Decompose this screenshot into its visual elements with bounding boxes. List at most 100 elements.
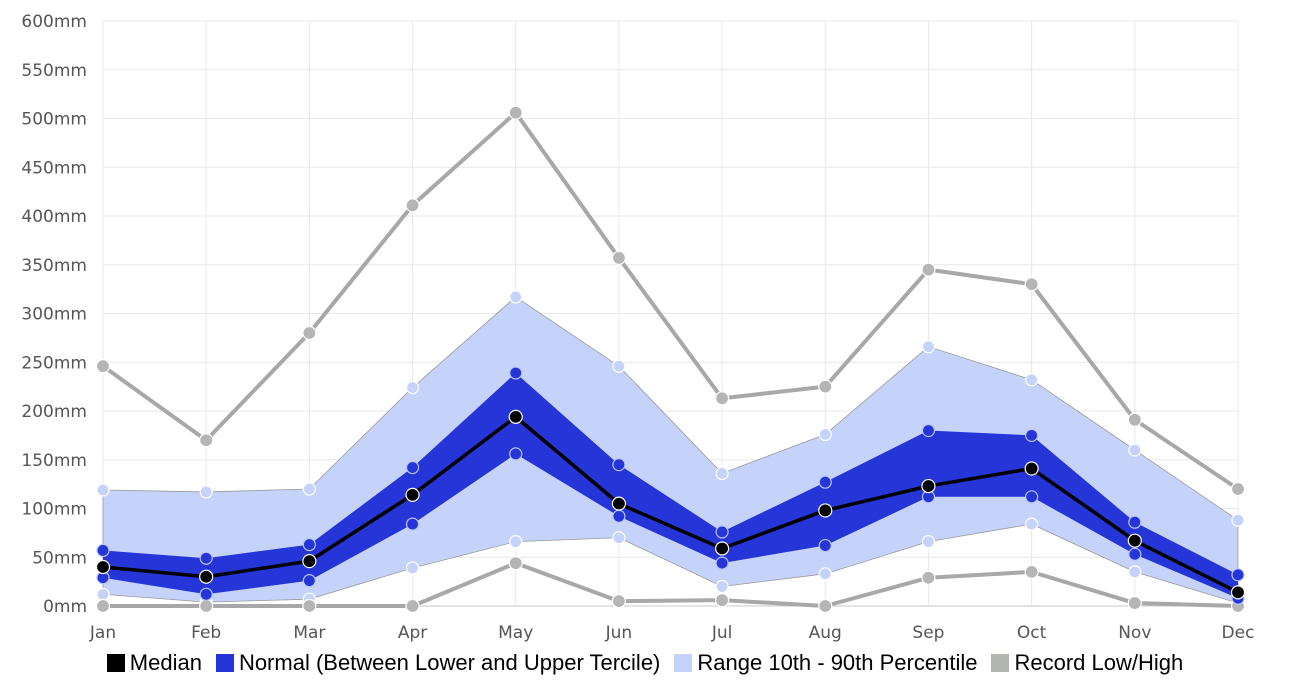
y-tick-label: 500mm [21,110,87,130]
lower-tercile-point [405,517,420,531]
legend-swatch-record [991,654,1010,672]
upper-tercile-point [612,458,626,472]
upper-tercile-point [818,475,832,489]
record-low-point [405,598,420,614]
median-point [611,496,627,511]
x-tick-label: May [498,623,533,643]
p90-point [1128,443,1142,457]
y-axis-labels: 0mm 50mm 100mm 150mm 200mm 250mm 300mm 350mm 400… [21,12,87,617]
record-high-point [508,105,523,120]
upper-tercile-point [302,537,316,552]
p90-point [302,482,316,496]
upper-tercile-point [921,423,936,438]
record-high-point [199,433,214,448]
record-low-point [199,598,214,614]
series-lines [101,110,1240,608]
median-point [95,559,111,575]
rainfall-chart: 0mm 50mm 100mm 150mm 200mm 250mm 300mm 350mm 400… [21,12,1255,643]
median-line [102,415,1239,594]
y-tick-label: 600mm [21,12,87,32]
p10-point [612,531,626,545]
median-point [405,487,420,502]
x-tick-label: Mar [293,623,325,643]
lower-tercile-point [612,509,626,523]
record-high-point [302,325,317,341]
p90-point [509,290,523,304]
record-high-point [1230,481,1246,497]
p10-point [818,567,832,581]
upper-tercile-point [1025,428,1039,442]
upper-tercile-point [1128,515,1142,529]
upper-tercile-point [1231,568,1245,582]
x-tick-label: Apr [398,623,427,643]
record-low-point [1127,595,1142,611]
p10-point [405,561,420,575]
lower-tercile-point [1128,547,1142,561]
legend-item-median[interactable]: Median [106,650,202,676]
legend-label-record: Record Low/High [1014,650,1184,675]
x-tick-label: Feb [191,623,221,643]
p90-point [612,359,626,373]
x-tick-label: Oct [1017,623,1047,643]
record-high-point [95,359,111,374]
chart-legend: Median Normal (Between Lower and Upper T… [0,645,1290,681]
y-tick-label: 550mm [21,61,87,81]
record-high-point [611,250,627,266]
median-point [1230,585,1246,600]
x-tick-label: Sep [912,623,944,643]
y-tick-label: 250mm [21,353,87,373]
lower-tercile-point [715,556,729,570]
record-high-point [1024,277,1039,292]
x-axis-labels: Jan Feb Mar Apr May Jun Jul Aug Sep Oct Nov Dec [89,623,1255,643]
p90-point [921,340,936,354]
median-point [302,554,317,569]
median-point [1127,533,1142,548]
lower-tercile-point [1025,490,1039,504]
legend-item-record[interactable]: Record Low/High [991,650,1183,676]
upper-tercile-point [509,366,523,380]
record-low-point [818,598,833,614]
p10-point [1025,517,1039,531]
lower-tercile-point [302,574,316,588]
record-high-point [818,379,833,394]
legend-swatch-percentile [674,654,693,672]
p90-point [1231,513,1245,527]
y-tick-label: 400mm [21,207,87,227]
lower-tercile-point [818,538,832,553]
legend-label-percentile: Range 10th - 90th Percentile [697,650,978,675]
record-high-point [1127,412,1142,427]
record-low-point [1024,564,1039,579]
y-tick-label: 200mm [21,402,87,422]
x-tick-label: Jun [605,623,633,643]
p10-point [509,535,523,549]
p90-point [199,485,213,499]
record-low-point [714,593,730,608]
legend-item-normal[interactable]: Normal (Between Lower and Upper Tercile) [215,650,661,676]
record-low-point [611,594,627,609]
y-tick-label: 150mm [21,451,87,471]
median-point [714,541,730,556]
p10-point [1128,565,1142,579]
record-high-point [714,391,730,406]
x-tick-label: Nov [1118,623,1151,643]
y-tick-label: 50mm [32,548,87,568]
p90-point [405,381,420,395]
upper-tercile-point [96,543,110,558]
p10-point [715,579,729,594]
p90-point [715,466,729,480]
legend-item-percentile[interactable]: Range 10th - 90th Percentile [674,650,977,676]
y-tick-label: 100mm [21,500,87,520]
y-tick-label: 300mm [21,305,87,325]
y-tick-label: 0mm [43,597,87,617]
p10-point [921,535,936,549]
p90-point [1025,373,1039,387]
record-low-point [95,598,111,614]
upper-tercile-point [405,460,420,475]
x-tick-label: Jan [89,623,116,643]
legend-label-normal: Normal (Between Lower and Upper Tercile) [238,650,661,675]
p90-point [818,427,832,441]
median-point [818,503,833,518]
record-low-point [508,555,523,571]
lower-tercile-point [509,447,523,461]
y-tick-label: 350mm [21,256,87,276]
